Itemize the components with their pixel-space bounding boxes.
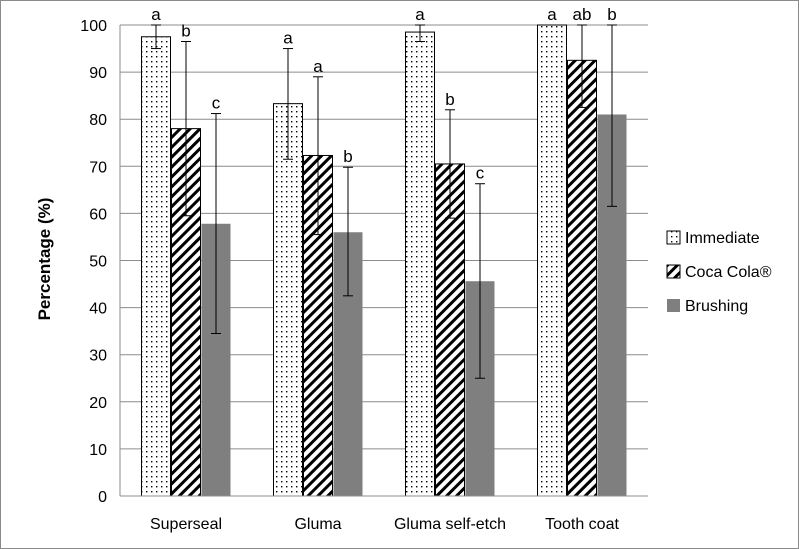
significance-letter: b	[181, 21, 190, 40]
bar-dots	[141, 36, 171, 497]
significance-letter: b	[343, 147, 352, 166]
x-tick-label: Gluma	[294, 516, 341, 533]
y-tick-label: 90	[89, 65, 107, 82]
y-tick-label: 60	[89, 206, 107, 223]
significance-letter: a	[547, 5, 557, 24]
significance-letter: a	[313, 57, 323, 76]
axes: 0 10 20 30 40 50 60 70 80 90 100 Superseal Gluma Glum…	[80, 18, 648, 533]
bar-dots	[405, 31, 435, 497]
y-tick-label: 40	[89, 301, 107, 318]
x-tick-label: Tooth coat	[545, 516, 619, 533]
bar-dots	[273, 103, 303, 497]
y-tick-label: 10	[89, 442, 107, 459]
legend-label: Immediate	[685, 230, 760, 247]
legend-swatch-solid	[667, 299, 680, 312]
y-tick-label: 30	[89, 348, 107, 365]
y-axis-label: Percentage (%)	[35, 198, 54, 321]
y-tick-label: 70	[89, 159, 107, 176]
significance-letter: b	[445, 90, 454, 109]
legend-swatch-dots	[666, 230, 681, 245]
significance-letter: ab	[573, 5, 592, 24]
significance-letter: a	[151, 5, 161, 24]
legend-label: Coca Cola®	[685, 264, 772, 281]
bar-diagonal	[567, 59, 597, 497]
y-tick-label: 100	[80, 18, 107, 35]
bar-dots	[537, 24, 567, 497]
significance-letter: a	[415, 5, 425, 24]
legend: Immediate Coca Cola® Brushing	[666, 230, 772, 315]
y-tick-label: 20	[89, 395, 107, 412]
legend-swatch-diagonal	[666, 264, 681, 279]
y-tick-label: 0	[98, 489, 107, 506]
x-tick-label: Superseal	[150, 516, 222, 533]
significance-letter: c	[212, 94, 221, 113]
significance-letter: b	[607, 5, 616, 24]
y-tick-label: 80	[89, 112, 107, 129]
significance-letter: a	[283, 29, 293, 48]
error-bars	[151, 24, 617, 379]
significance-letter: c	[476, 164, 485, 183]
x-tick-label: Gluma self-etch	[394, 516, 506, 533]
legend-label: Brushing	[685, 298, 748, 315]
y-tick-label: 50	[89, 254, 107, 271]
